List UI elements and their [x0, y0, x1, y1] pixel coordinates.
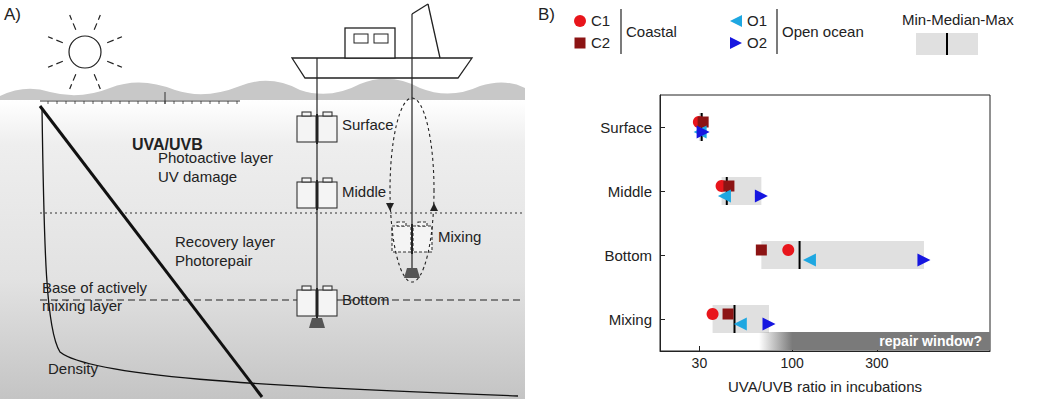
svg-text:O1: O1: [747, 12, 767, 29]
svg-text:Base of actively: Base of actively: [42, 279, 148, 296]
svg-text:Bottom: Bottom: [604, 247, 652, 264]
svg-text:Mixing: Mixing: [609, 311, 652, 328]
svg-text:Coastal: Coastal: [626, 23, 677, 40]
svg-text:repair window?: repair window?: [879, 333, 982, 349]
svg-text:Bottom: Bottom: [342, 291, 390, 308]
svg-text:Photoactive layer: Photoactive layer: [158, 149, 273, 166]
svg-text:Middle: Middle: [608, 183, 652, 200]
svg-text:300: 300: [865, 355, 889, 371]
svg-text:Min-Median-Max: Min-Median-Max: [902, 11, 1014, 28]
svg-text:Open ocean: Open ocean: [782, 23, 864, 40]
svg-text:Density: Density: [48, 360, 99, 377]
svg-text:mixing layer: mixing layer: [42, 297, 122, 314]
svg-text:Photorepair: Photorepair: [175, 252, 253, 269]
svg-text:C1: C1: [591, 12, 610, 29]
svg-text:Mixing: Mixing: [438, 228, 481, 245]
svg-text:O2: O2: [747, 34, 767, 51]
svg-text:Recovery layer: Recovery layer: [175, 233, 275, 250]
svg-text:C2: C2: [591, 34, 610, 51]
svg-text:A): A): [4, 5, 21, 24]
svg-text:30: 30: [692, 355, 708, 371]
svg-text:100: 100: [781, 355, 805, 371]
svg-text:B): B): [538, 5, 555, 24]
svg-text:UV damage: UV damage: [158, 168, 237, 185]
svg-text:Middle: Middle: [342, 183, 386, 200]
svg-text:UVA/UVB ratio in incubations: UVA/UVB ratio in incubations: [728, 378, 922, 395]
svg-text:UVA/UVB: UVA/UVB: [132, 136, 203, 153]
svg-text:Surface: Surface: [600, 119, 652, 136]
svg-text:Surface: Surface: [342, 116, 394, 133]
